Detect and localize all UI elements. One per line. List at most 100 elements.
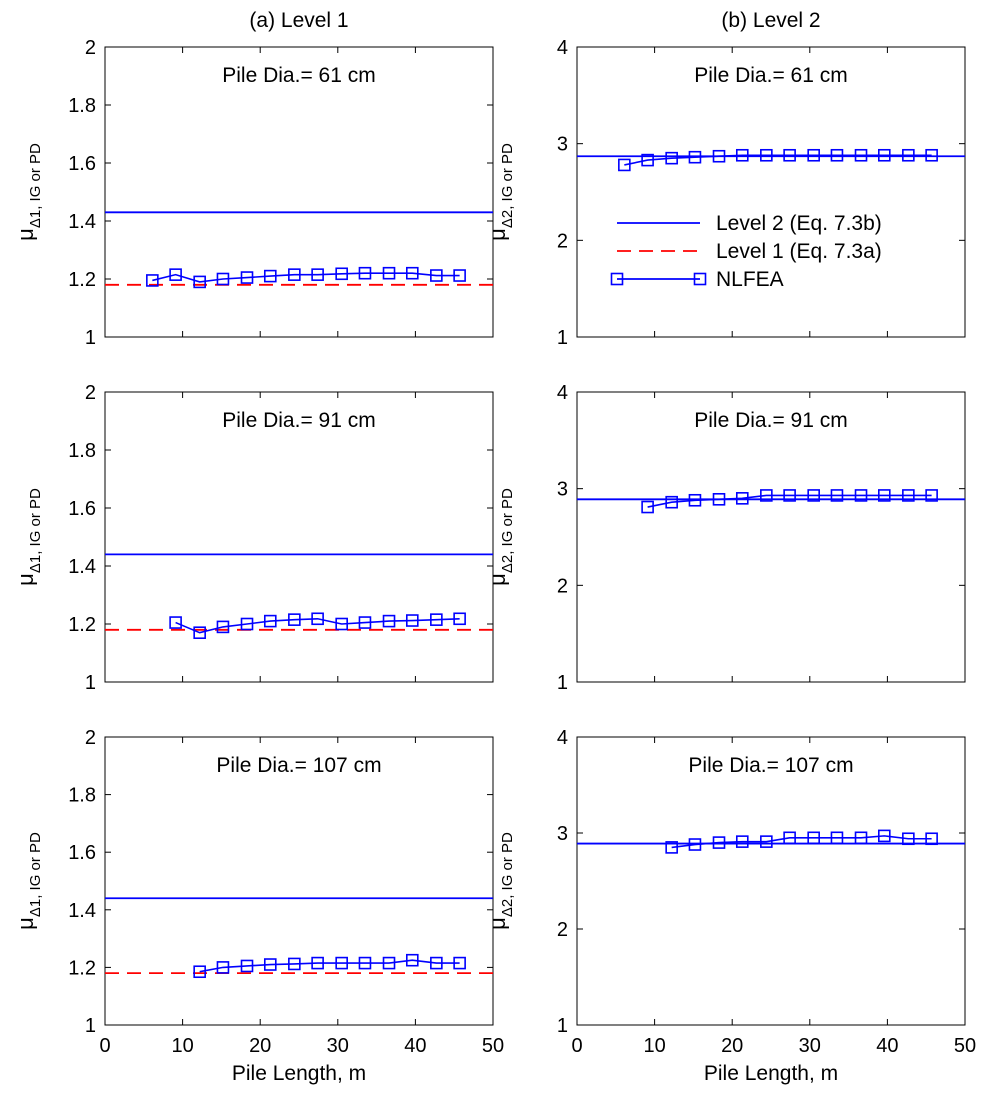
y-tick-label: 1: [85, 672, 96, 694]
x-tick-label: 40: [876, 1035, 898, 1057]
y-axis-label-main: μ: [13, 573, 38, 586]
series-line-nlfea: [199, 959, 460, 973]
y-tick-label: 1.4: [68, 556, 96, 578]
data-point-nlfea: [735, 148, 749, 162]
data-point-nlfea: [902, 832, 915, 846]
y-tick-label: 1: [557, 327, 568, 349]
series-line-nlfea: [647, 494, 932, 508]
data-point-nlfea: [453, 269, 466, 282]
data-point-nlfea: [263, 269, 277, 283]
y-axis-label: μΔ2, IG or PD: [485, 488, 516, 586]
y-tick-label: 1.2: [68, 957, 96, 979]
y-tick-label: 2: [85, 37, 96, 59]
data-point-nlfea: [830, 831, 844, 845]
data-point-nlfea: [169, 268, 182, 281]
data-point-nlfea: [760, 489, 773, 502]
x-tick-label: 20: [249, 1035, 271, 1057]
data-point-nlfea: [193, 275, 206, 289]
data-point-nlfea: [665, 151, 678, 165]
y-tick-label: 3: [557, 134, 568, 156]
plot-frame: [576, 391, 966, 683]
y-axis-label: μΔ1, IG or PD: [13, 832, 44, 930]
data-point-nlfea: [712, 149, 726, 163]
data-point-nlfea: [193, 965, 206, 979]
data-point-nlfea: [735, 835, 749, 848]
data-point-nlfea: [854, 831, 868, 845]
panel-title: Pile Dia.= 61 cm: [694, 64, 847, 87]
data-point-nlfea: [688, 493, 702, 507]
data-point-nlfea: [358, 616, 372, 629]
data-point-nlfea: [311, 268, 324, 281]
y-axis-label-subscript: Δ2, IG or PD: [499, 832, 516, 917]
x-tick-label: 30: [327, 1035, 349, 1057]
data-point-nlfea: [216, 961, 230, 974]
y-axis-label-main: μ: [485, 917, 510, 930]
y-axis-label-main: μ: [13, 228, 38, 241]
legend: Level 2 (Eq. 7.3b) Level 1 (Eq. 7.3a) NLFE…: [610, 212, 882, 291]
data-point-nlfea: [735, 492, 749, 505]
data-point-nlfea: [453, 612, 466, 626]
x-axis-label-left: Pile Length, m: [232, 1062, 366, 1085]
data-point-nlfea: [358, 956, 372, 970]
data-point-nlfea: [807, 489, 820, 502]
y-tick-label: 1.2: [68, 614, 96, 636]
y-tick-label: 4: [557, 382, 568, 404]
x-tick-label: 20: [721, 1035, 743, 1057]
y-tick-label: 1.6: [68, 498, 96, 520]
data-point-nlfea: [405, 953, 419, 967]
y-axis-label-subscript: Δ2, IG or PD: [499, 143, 516, 228]
data-point-nlfea: [925, 832, 938, 846]
data-point-nlfea: [618, 158, 631, 172]
data-point-nlfea: [335, 267, 348, 281]
data-point-nlfea: [760, 835, 773, 848]
data-point-nlfea: [641, 500, 654, 514]
data-point-nlfea: [830, 148, 844, 162]
data-point-nlfea: [807, 148, 820, 162]
y-tick-label: 1.2: [68, 269, 96, 291]
y-axis-label-subscript: Δ1, IG or PD: [27, 488, 44, 573]
data-point-nlfea: [288, 613, 301, 626]
x-tick-label: 10: [171, 1035, 193, 1057]
data-point-nlfea: [263, 958, 277, 971]
y-tick-label: 1.6: [68, 842, 96, 864]
data-point-nlfea: [430, 613, 443, 626]
data-point-nlfea: [382, 266, 396, 280]
data-point-nlfea: [688, 838, 702, 851]
data-point-nlfea: [877, 148, 891, 162]
data-point-nlfea: [382, 614, 396, 628]
y-tick-label: 1.8: [68, 95, 96, 117]
y-tick-label: 4: [557, 727, 568, 749]
data-point-nlfea: [925, 148, 938, 162]
x-tick-label: 10: [643, 1035, 665, 1057]
data-point-nlfea: [430, 269, 443, 282]
panel-level1-row1: 1 1.2 1.4 1.6 1.8 2 Pile Dia.= 61 cm μΔ1, IG or…: [13, 37, 494, 349]
y-tick-label: 2: [85, 727, 96, 749]
data-point-nlfea: [240, 271, 254, 284]
data-point-nlfea: [760, 148, 773, 162]
data-point-nlfea: [712, 836, 726, 849]
series-line-nlfea: [624, 154, 932, 166]
data-point-nlfea: [193, 626, 206, 640]
panel-level2-row1: 1 2 3 4 Pile Dia.= 61 cm μΔ2, IG or PD Level 2…: [485, 37, 966, 349]
y-tick-label: 1.8: [68, 440, 96, 462]
x-axis-label-right: Pile Length, m: [704, 1062, 838, 1085]
panel-title: Pile Dia.= 107 cm: [216, 754, 381, 777]
data-point-nlfea: [688, 150, 702, 164]
data-point-nlfea: [854, 148, 868, 162]
data-point-nlfea: [641, 153, 654, 167]
data-point-nlfea: [877, 829, 891, 843]
data-point-nlfea: [216, 620, 230, 634]
data-point-nlfea: [405, 266, 419, 280]
data-point-nlfea: [807, 831, 820, 845]
y-tick-label: 1.4: [68, 211, 96, 233]
y-axis-label-main: μ: [485, 573, 510, 586]
series-line-nlfea: [671, 835, 932, 849]
data-point-nlfea: [146, 274, 159, 287]
data-point-nlfea: [288, 957, 301, 971]
data-point-nlfea: [665, 841, 678, 854]
y-axis-label: μΔ1, IG or PD: [13, 143, 44, 241]
data-point-nlfea: [358, 266, 372, 280]
data-point-nlfea: [382, 956, 396, 970]
